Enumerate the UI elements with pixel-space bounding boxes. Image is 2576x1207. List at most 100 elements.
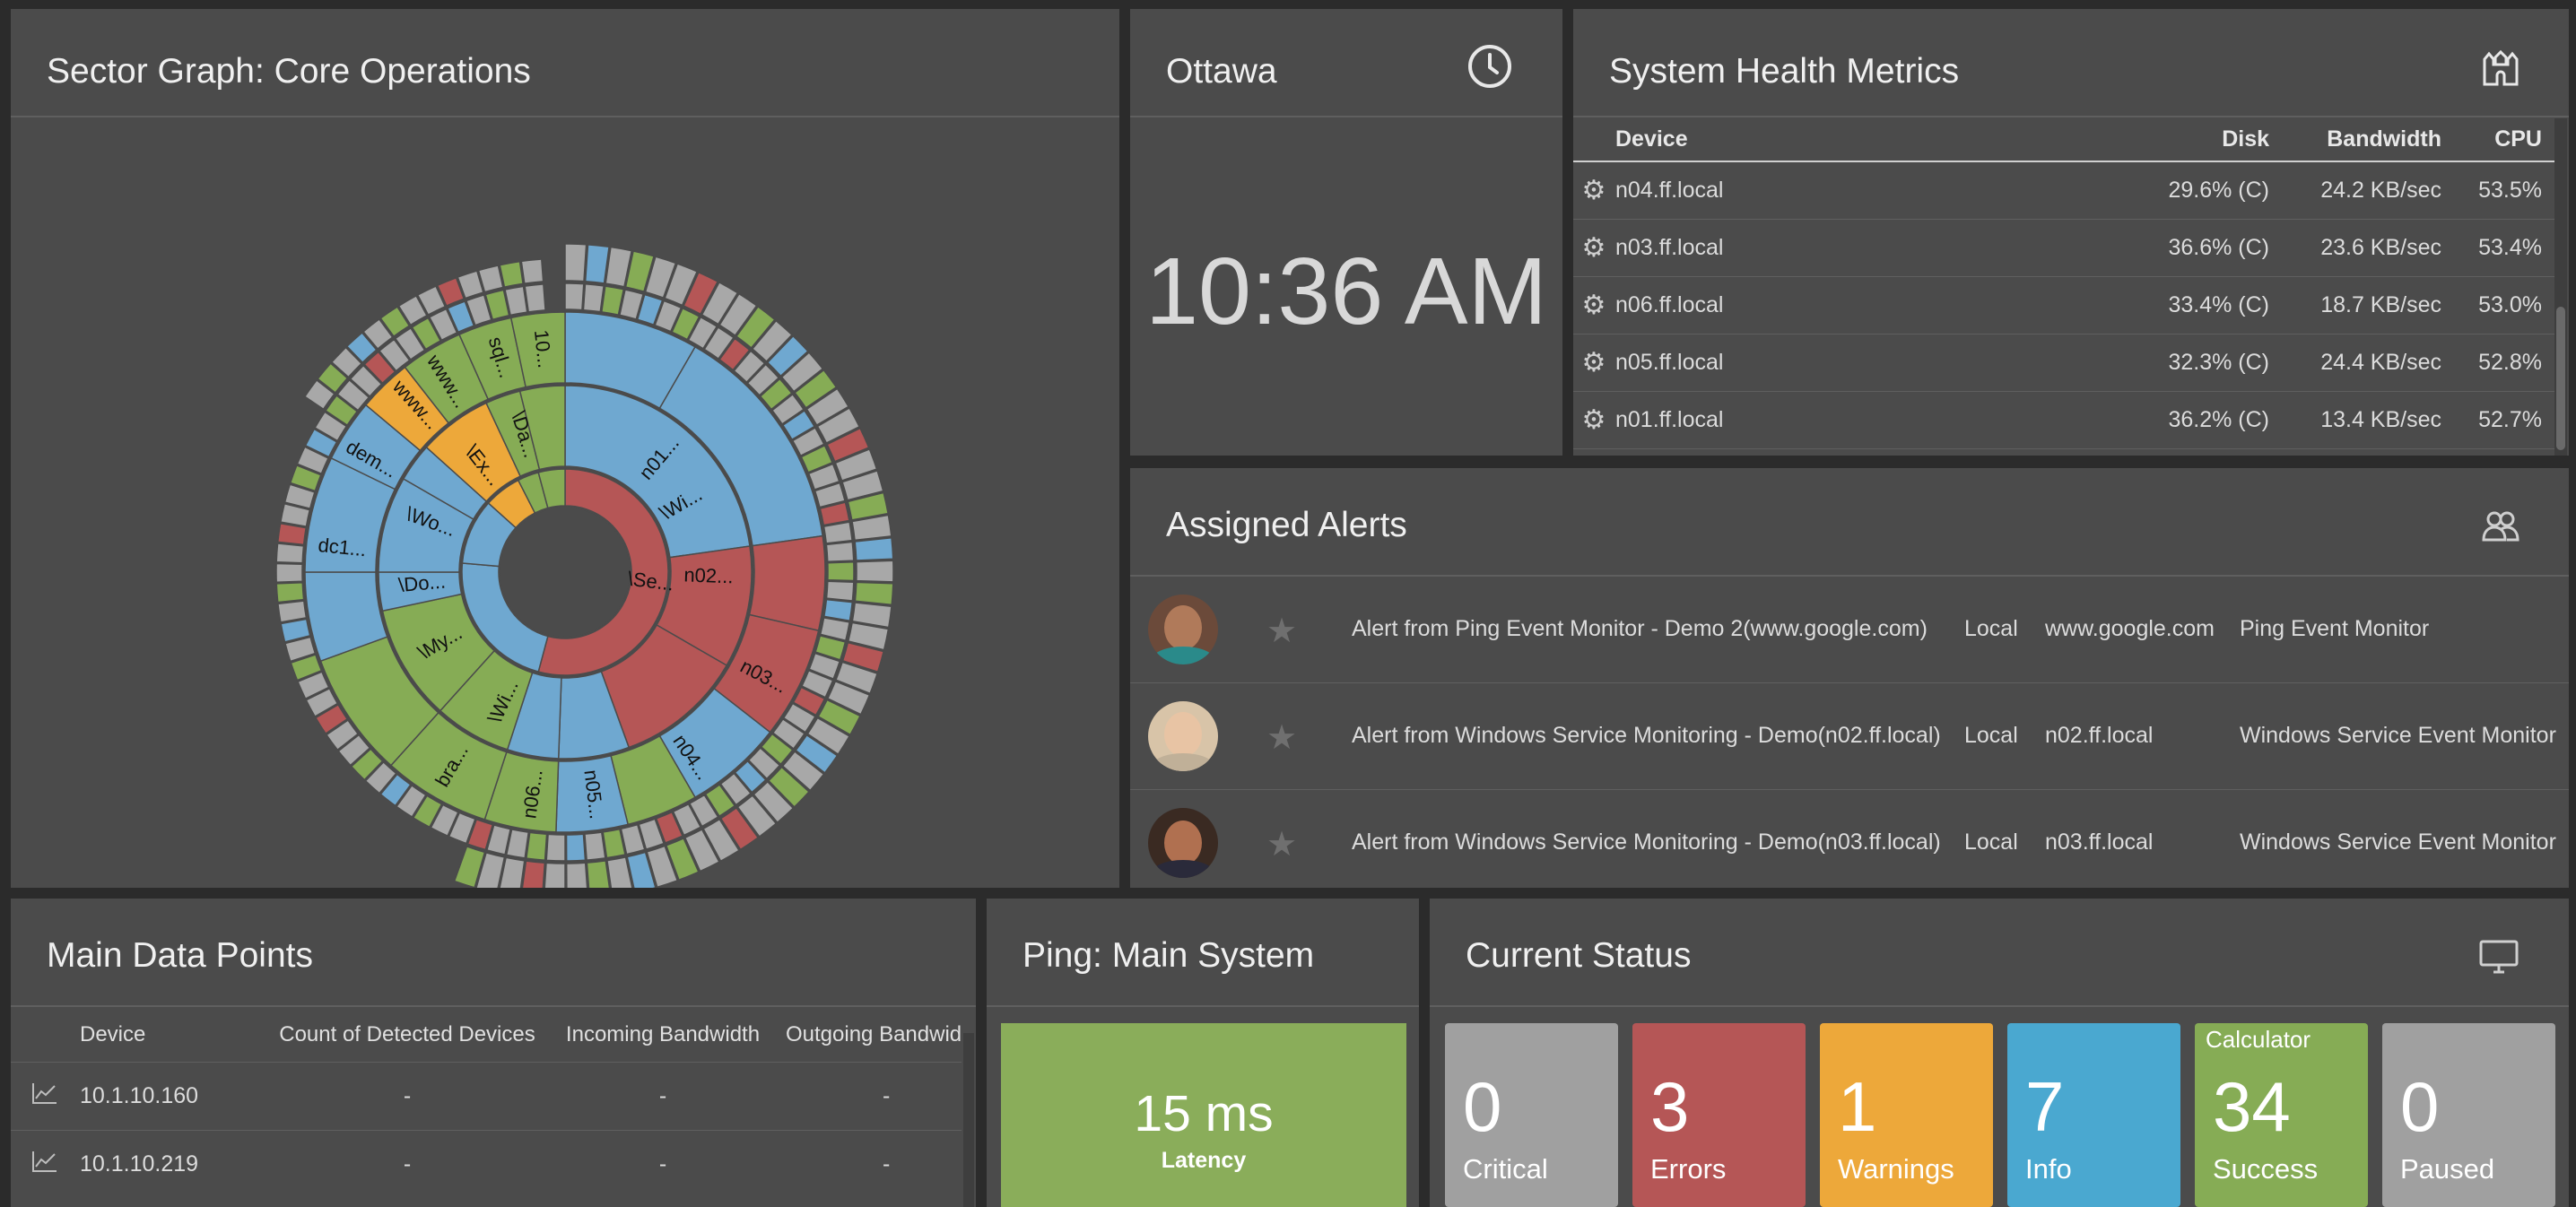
sector-segment[interactable] <box>330 346 363 378</box>
sector-segment[interactable] <box>851 602 892 629</box>
sector-segment[interactable] <box>412 795 443 829</box>
alert-row[interactable]: ★ Alert from Windows Service Monitoring … <box>1130 790 2569 888</box>
sector-segment[interactable] <box>485 824 511 855</box>
sector-segment[interactable] <box>317 362 349 394</box>
col-device[interactable]: Device <box>80 1021 146 1046</box>
sector-segment[interactable] <box>644 256 677 299</box>
sector-segment[interactable] <box>665 837 700 881</box>
sector-segment[interactable] <box>275 581 305 604</box>
sector-segment[interactable] <box>466 818 494 851</box>
sector-segment[interactable] <box>475 851 506 888</box>
sector-segment[interactable] <box>457 270 484 300</box>
sector-segment[interactable] <box>296 446 329 475</box>
sector-segment[interactable] <box>304 428 338 458</box>
sector-segment[interactable] <box>834 661 879 695</box>
col-outgoing[interactable]: Outgoing Bandwidth <box>786 1021 962 1046</box>
sector-segment[interactable] <box>791 426 825 457</box>
sector-segment[interactable] <box>447 300 475 334</box>
sector-segment[interactable] <box>564 282 585 311</box>
gear-icon[interactable]: ⚙ <box>1581 404 1606 435</box>
sector-segment[interactable] <box>537 468 669 676</box>
alert-message[interactable]: Alert from Ping Event Monitor - Demo 2(w… <box>1352 616 1928 641</box>
sector-segment[interactable] <box>361 317 394 351</box>
sector-segment[interactable] <box>325 395 359 427</box>
sector-segment[interactable] <box>654 300 683 333</box>
sector-segment[interactable] <box>349 364 383 398</box>
sector-segment[interactable] <box>760 733 794 766</box>
datapoints-table-wrap[interactable]: Device Count of Detected Devices Incomin… <box>11 1008 962 1207</box>
status-tile-errors[interactable]: 3 Errors <box>1632 1023 1806 1207</box>
sector-segment[interactable] <box>719 772 753 806</box>
sector-segment[interactable] <box>805 387 850 427</box>
alert-message[interactable]: Alert from Windows Service Monitoring - … <box>1352 723 1941 748</box>
sector-segment[interactable] <box>718 292 758 337</box>
sector-segment[interactable] <box>664 263 699 307</box>
gear-icon[interactable]: ⚙ <box>1581 232 1606 263</box>
sector-segment[interactable] <box>345 332 378 364</box>
sector-segment[interactable] <box>794 369 838 409</box>
health-table-wrap[interactable]: Device Disk Bandwidth CPU ⚙ n04.ff.local… <box>1573 118 2554 456</box>
sector-segment[interactable] <box>565 833 587 862</box>
sector-segment[interactable] <box>520 258 544 285</box>
sector-segment[interactable] <box>771 717 805 750</box>
sector-segment[interactable] <box>524 283 546 313</box>
sector-segment[interactable] <box>606 856 633 888</box>
sector-segment[interactable] <box>759 378 793 411</box>
sector-segment[interactable] <box>411 317 442 351</box>
sector-segment[interactable] <box>683 828 720 873</box>
health-scrollbar[interactable] <box>2554 118 2567 456</box>
sector-segment[interactable] <box>683 271 719 316</box>
col-bandwidth[interactable]: Bandwidth <box>2327 126 2441 152</box>
sector-segment[interactable] <box>303 378 335 411</box>
sector-segment[interactable] <box>735 305 776 350</box>
table-row[interactable]: ⚙ n04.ff.local 29.6% (C) 24.2 KB/sec 53.… <box>1573 161 2554 219</box>
col-device[interactable]: Device <box>1615 126 1688 152</box>
sector-segment[interactable] <box>636 293 664 326</box>
table-row[interactable]: ⚙ n03.ff.local 36.6% (C) 23.6 KB/sec 53.… <box>1573 219 2554 276</box>
sector-segment[interactable] <box>428 308 458 342</box>
sector-segment[interactable] <box>655 811 683 844</box>
sector-segment[interactable] <box>397 294 428 326</box>
chart-line-icon[interactable] <box>11 1062 79 1130</box>
sector-segment[interactable] <box>795 734 839 774</box>
sector-segment[interactable] <box>526 831 548 862</box>
sector-segment[interactable] <box>280 502 311 527</box>
sector-segment[interactable] <box>856 560 894 583</box>
sector-segment[interactable] <box>719 806 760 851</box>
gear-icon[interactable]: ⚙ <box>1581 347 1606 378</box>
sector-segment[interactable] <box>770 393 805 425</box>
sector-segment[interactable] <box>800 444 833 473</box>
sector-segment[interactable] <box>337 734 371 767</box>
col-count[interactable]: Count of Detected Devices <box>279 1021 535 1046</box>
sector-segment[interactable] <box>638 818 666 850</box>
sector-segment[interactable] <box>841 469 884 501</box>
chart-line-icon[interactable] <box>11 1130 79 1198</box>
avatar[interactable] <box>1148 808 1218 878</box>
sector-segment[interactable] <box>436 276 466 308</box>
sector-segment[interactable] <box>819 617 850 642</box>
sector-segment[interactable] <box>826 680 871 716</box>
sector-segment[interactable] <box>544 862 566 888</box>
sector-segment[interactable] <box>275 543 305 564</box>
sector-segment[interactable] <box>600 285 625 316</box>
table-row[interactable]: 10.1.10.160 - - - <box>11 1062 962 1130</box>
sector-segment[interactable] <box>305 687 339 718</box>
sector-segment[interactable] <box>747 746 781 780</box>
sector-segment[interactable] <box>718 337 751 371</box>
avatar[interactable] <box>1148 701 1218 771</box>
sector-segment[interactable] <box>602 828 626 859</box>
sector-segment[interactable] <box>814 482 846 508</box>
alert-message[interactable]: Alert from Windows Service Monitoring - … <box>1352 829 1941 855</box>
sector-segment[interactable] <box>518 385 566 471</box>
sector-segment[interactable] <box>746 363 780 396</box>
sector-segment[interactable] <box>841 641 885 673</box>
sector-segment[interactable] <box>808 652 841 681</box>
sector-segment[interactable] <box>364 760 397 795</box>
sector-segment[interactable] <box>565 862 588 888</box>
sector-segment[interactable] <box>792 686 826 716</box>
sector-segment[interactable] <box>509 311 566 388</box>
sector-segment[interactable] <box>275 562 303 584</box>
sector-segment[interactable] <box>448 812 476 845</box>
sector-segment[interactable] <box>822 598 854 622</box>
sector-segment[interactable] <box>277 600 308 623</box>
